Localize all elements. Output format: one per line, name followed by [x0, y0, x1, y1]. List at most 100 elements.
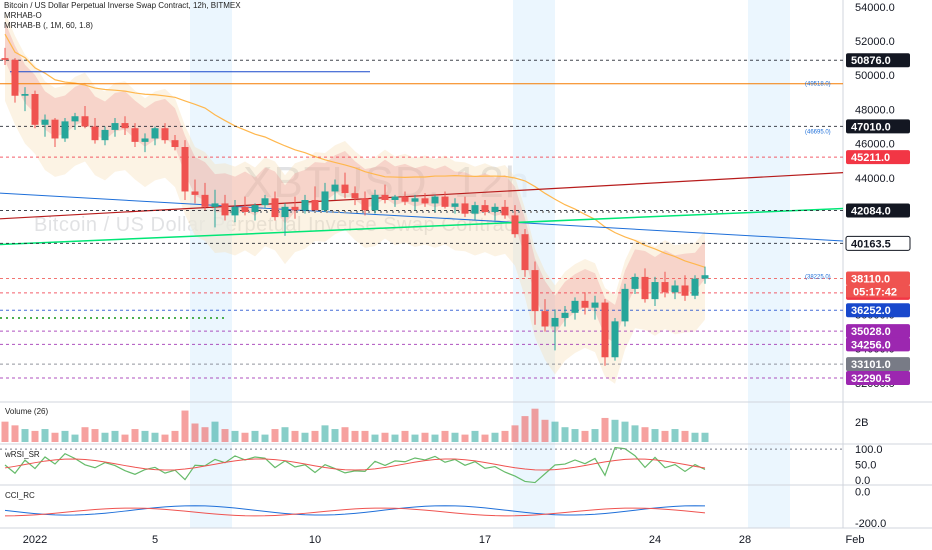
- volume-bar-59: [591, 429, 599, 442]
- volume-bar-20: [201, 427, 209, 442]
- candle-body-66: [661, 282, 669, 293]
- candle-body-7: [71, 116, 79, 122]
- candle-body-1: [11, 59, 19, 96]
- candle-body-64: [641, 276, 649, 300]
- volume-bar-67: [671, 429, 679, 442]
- wrsi-tick-2: 0.0: [855, 475, 870, 487]
- volume-bar-1: [11, 425, 19, 442]
- time-tick-2: 10: [309, 534, 321, 546]
- candle-body-25: [251, 205, 259, 212]
- level-badge-4: [845, 235, 911, 251]
- level-badge-label-8: 35028.0: [851, 326, 891, 338]
- candle-body-65: [651, 282, 659, 300]
- candle-body-24: [241, 206, 249, 212]
- candle-body-48: [481, 205, 489, 212]
- candle-body-11: [111, 123, 119, 130]
- volume-pane-label[interactable]: Volume (26): [5, 407, 49, 416]
- candle-body-4: [41, 119, 49, 125]
- cci-tick-1: -200.0: [855, 518, 886, 530]
- candle-body-19: [191, 191, 199, 195]
- volume-bar-39: [391, 434, 399, 442]
- level-badge-5: [846, 271, 910, 286]
- volume-bar-60: [601, 417, 609, 442]
- volume-bar-21: [211, 421, 219, 442]
- price-tick-0: 54000.0: [855, 2, 895, 14]
- volume-bar-66: [661, 430, 669, 442]
- volume-bar-48: [481, 434, 489, 442]
- volume-bar-8: [81, 427, 89, 442]
- candle-body-39: [391, 196, 399, 200]
- candle-body-0: [1, 58, 9, 60]
- volume-bar-24: [241, 432, 249, 442]
- candle-body-57: [571, 300, 579, 313]
- candle-body-54: [541, 311, 549, 327]
- volume-bar-42: [421, 432, 429, 442]
- volume-bar-19: [191, 423, 199, 442]
- volume-bar-36: [361, 430, 369, 442]
- volume-bar-40: [401, 430, 409, 442]
- volume-bar-2: [21, 429, 29, 442]
- wrsi-tick-0: 100.0: [855, 444, 883, 456]
- level-badge-label-0: 50876.0: [851, 55, 891, 67]
- candle-body-52: [521, 234, 529, 271]
- candle-body-41: [411, 198, 419, 202]
- candle-body-44: [441, 196, 449, 207]
- volume-bar-9: [91, 429, 99, 442]
- candle-body-26: [261, 198, 269, 206]
- note-label-0: (49518.0): [805, 81, 831, 87]
- session-band-2: [748, 0, 790, 528]
- level-badge-9: [846, 337, 910, 352]
- level-badge-0: [846, 53, 910, 68]
- wrsi-pane-label[interactable]: wRSI_SR: [5, 450, 40, 459]
- moving-average-line: [4, 33, 706, 268]
- candle-body-47: [471, 205, 479, 214]
- volume-bar-37: [371, 434, 379, 442]
- countdown-label: 05:17:42: [853, 286, 897, 298]
- cloud-band: [5, 21, 705, 344]
- note-label-2: (38225.0): [805, 274, 831, 280]
- candle-body-45: [451, 203, 459, 207]
- candle-body-62: [621, 288, 629, 322]
- candle-body-14: [141, 138, 149, 142]
- cci-tick-0: 0.0: [855, 487, 870, 499]
- volume-bar-53: [531, 408, 539, 442]
- cci-pane-label[interactable]: CCI_RC: [5, 491, 35, 500]
- volume-bar-33: [331, 429, 339, 442]
- volume-bar-26: [261, 434, 269, 442]
- volume-bar-55: [551, 421, 559, 442]
- level-badge-7: [846, 303, 910, 318]
- wrsi-tick-1: 50.0: [855, 460, 876, 472]
- candle-body-46: [461, 203, 469, 214]
- legend-indicator-o[interactable]: MRHAB-O: [4, 11, 42, 20]
- candle-body-10: [101, 129, 109, 141]
- level-badge-label-2: 45211.0: [851, 152, 890, 164]
- volume-bar-63: [631, 425, 639, 442]
- legend-title[interactable]: Bitcoin / US Dollar Perpetual Inverse Sw…: [4, 1, 241, 10]
- candle-body-50: [501, 206, 509, 216]
- candle-body-30: [301, 200, 309, 211]
- candle-body-59: [591, 302, 599, 308]
- volume-bar-51: [511, 425, 519, 442]
- level-badge-10: [846, 357, 910, 372]
- price-tick-1: 52000.0: [855, 36, 895, 48]
- volume-bar-64: [641, 427, 649, 442]
- candle-body-68: [681, 285, 689, 296]
- level-badge-label-10: 33101.0: [851, 359, 891, 371]
- volume-bar-29: [291, 430, 299, 442]
- volume-bar-30: [301, 432, 309, 442]
- volume-bar-34: [341, 427, 349, 442]
- volume-bar-7: [71, 434, 79, 442]
- volume-bar-25: [251, 430, 259, 442]
- cci-line: [4, 505, 706, 516]
- candle-body-43: [431, 196, 439, 204]
- volume-bar-62: [621, 421, 629, 442]
- candle-body-60: [601, 302, 609, 358]
- legend-indicator-b[interactable]: MRHAB-B (, 1M, 60, 1.8): [4, 21, 93, 30]
- candle-body-33: [331, 184, 339, 192]
- volume-bar-32: [321, 425, 329, 442]
- cci-signal-line: [4, 507, 706, 517]
- level-badge-label-3: 42084.0: [851, 206, 891, 218]
- note-label-1: (46695.0): [805, 130, 831, 136]
- candle-body-69: [691, 278, 699, 296]
